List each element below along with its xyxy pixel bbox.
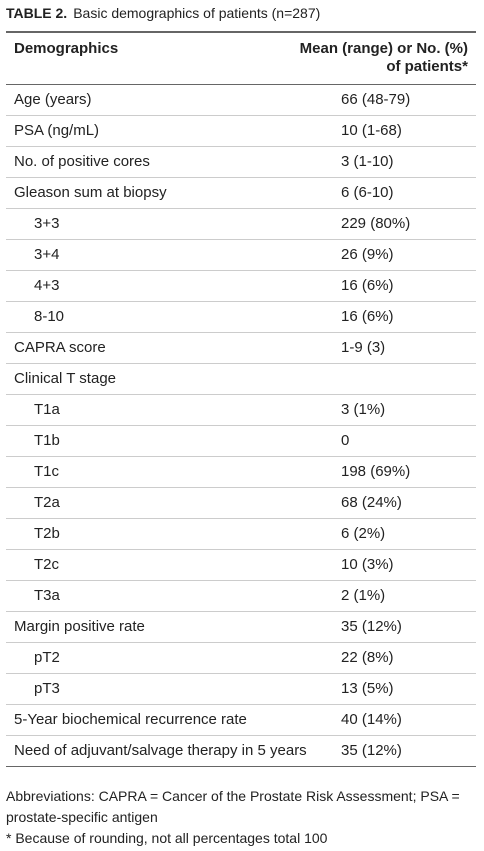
table-row: No. of positive cores 3 (1-10)	[6, 147, 476, 178]
row-value: 13 (5%)	[341, 680, 394, 697]
row-label: Margin positive rate	[14, 618, 145, 635]
footnote: * Because of rounding, not all percentag…	[6, 830, 328, 846]
table-row: 5-Year biochemical recurrence rate 40 (14…	[6, 705, 476, 736]
row-label: 3+4	[34, 246, 60, 263]
row-value: 10 (3%)	[341, 556, 394, 573]
row-label: T2c	[34, 556, 60, 573]
row-value: 1-9 (3)	[341, 339, 386, 356]
row-value: 16 (6%)	[341, 308, 394, 325]
row-label: T1a	[34, 401, 60, 418]
row-value: 198 (69%)	[341, 463, 411, 480]
row-label: T2a	[34, 494, 60, 511]
table-row: T1a 3 (1%)	[6, 395, 476, 426]
row-label: CAPRA score	[14, 339, 106, 356]
table-row: 8-10 16 (6%)	[6, 302, 476, 333]
table-row: T1b 0	[6, 426, 476, 457]
table-row: T2a 68 (24%)	[6, 488, 476, 519]
table-label: TABLE 2.	[6, 5, 68, 21]
row-label: pT3	[34, 680, 60, 697]
row-label: 3+3	[34, 215, 60, 232]
table-row: Gleason sum at biopsy 6 (6-10)	[6, 178, 476, 209]
row-label: Age (years)	[14, 91, 92, 108]
row-value: 0	[341, 432, 350, 449]
table-row: 3+4 26 (9%)	[6, 240, 476, 271]
row-label: T1b	[34, 432, 60, 449]
row-value: 3 (1-10)	[341, 153, 394, 170]
row-value: 2 (1%)	[341, 587, 386, 604]
footnote: Abbreviations: CAPRA = Cancer of the Pro…	[6, 788, 460, 825]
row-label: Gleason sum at biopsy	[14, 184, 167, 201]
row-value: 35 (12%)	[341, 742, 402, 759]
table-row: T2c 10 (3%)	[6, 550, 476, 581]
row-value	[324, 370, 341, 388]
row-label: No. of positive cores	[14, 153, 150, 170]
row-value: 16 (6%)	[341, 277, 394, 294]
table-row: Margin positive rate 35 (12%)	[6, 612, 476, 643]
table-row: Age (years) 66 (48-79)	[6, 85, 476, 116]
table: Demographics Mean (range) or No. (%) of …	[6, 31, 476, 767]
row-label: Need of adjuvant/salvage therapy in 5 ye…	[14, 742, 307, 759]
row-value: 40 (14%)	[341, 711, 402, 728]
row-value: 229 (80%)	[341, 215, 411, 232]
footnotes: Abbreviations: CAPRA = Cancer of the Pro…	[6, 786, 480, 849]
table-row: Clinical T stage	[6, 364, 476, 395]
row-label: T3a	[34, 587, 60, 604]
table-row: T3a 2 (1%)	[6, 581, 476, 612]
row-label: T1c	[34, 463, 60, 480]
table-row: Need of adjuvant/salvage therapy in 5 ye…	[6, 736, 476, 766]
row-value: 6 (2%)	[341, 525, 386, 542]
row-value: 10 (1-68)	[341, 122, 402, 139]
table-row: CAPRA score 1-9 (3)	[6, 333, 476, 364]
header-row: Demographics Mean (range) or No. (%) of …	[6, 33, 476, 85]
table-row: T2b 6 (2%)	[6, 519, 476, 550]
row-label: PSA (ng/mL)	[14, 122, 100, 139]
row-value: 35 (12%)	[341, 618, 402, 635]
row-value: 68 (24%)	[341, 494, 402, 511]
table-row: pT3 13 (5%)	[6, 674, 476, 705]
row-label: 4+3	[34, 277, 60, 294]
header-cell: Mean (range) or No. (%) of patients*	[299, 40, 468, 75]
table-row: 3+3 229 (80%)	[6, 209, 476, 240]
row-label: 5-Year biochemical recurrence rate	[14, 711, 247, 728]
row-value: 3 (1%)	[341, 401, 386, 418]
row-label: pT2	[34, 649, 60, 666]
caption: TABLE 2. Basic demographics of patients (…	[6, 5, 320, 21]
table-row: PSA (ng/mL) 10 (1-68)	[6, 116, 476, 147]
header-cell: Demographics	[14, 40, 119, 57]
table-row: T1c 198 (69%)	[6, 457, 476, 488]
table-title: Basic demographics of patients (n=287)	[73, 5, 321, 21]
table-body: Age (years) 66 (48-79) PSA (ng/mL) 10 (1-68…	[6, 85, 476, 766]
table-row: 4+3 16 (6%)	[6, 271, 476, 302]
row-label: Clinical T stage	[14, 370, 116, 387]
row-label: 8-10	[34, 308, 65, 325]
table-row: pT2 22 (8%)	[6, 643, 476, 674]
row-label: T2b	[34, 525, 60, 542]
row-value: 6 (6-10)	[341, 184, 394, 201]
row-value: 22 (8%)	[341, 649, 394, 666]
row-value: 26 (9%)	[341, 246, 394, 263]
row-value: 66 (48-79)	[341, 91, 411, 108]
